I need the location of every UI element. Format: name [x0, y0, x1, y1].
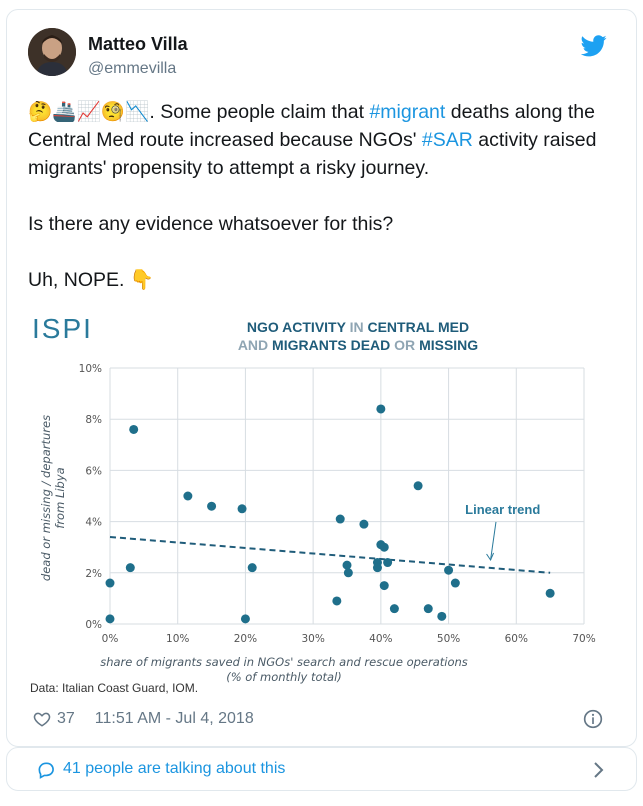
- pointing-down-emoji: 👇: [129, 268, 155, 291]
- annotation-arrow: [490, 521, 497, 561]
- y-tick-label: 10%: [79, 363, 102, 375]
- y-tick-label: 6%: [85, 465, 102, 477]
- data-point: [343, 568, 353, 578]
- ispi-logo: ISPI: [32, 313, 93, 344]
- annotation-arrowhead: [486, 552, 495, 562]
- scatter-chart: ISPI NGO ACTIVITY IN CENTRAL MED AND MIG…: [30, 313, 596, 695]
- data-point: [207, 501, 217, 511]
- x-tick-label: 60%: [505, 633, 528, 645]
- data-point: [389, 604, 399, 614]
- data-point: [237, 504, 247, 514]
- text-segment: . Some people claim that: [149, 101, 370, 123]
- hashtag-sar-link[interactable]: #SAR: [421, 129, 473, 151]
- data-point: [240, 614, 250, 624]
- data-point: [129, 424, 139, 434]
- data-point: [372, 563, 382, 573]
- tweet-paragraph-2: Is there any evidence whatsoever for thi…: [28, 213, 394, 235]
- x-tick-label: 20%: [234, 633, 257, 645]
- data-point: [332, 596, 342, 606]
- x-tick-label: 40%: [369, 633, 392, 645]
- heart-icon[interactable]: [33, 710, 51, 728]
- data-point: [183, 491, 193, 501]
- conversation-label: 41 people are talking about this: [63, 760, 286, 777]
- conversation-link[interactable]: 41 people are talking about this: [6, 747, 637, 791]
- tweet-paragraph-1: 🤔🚢📈🧐📉. Some people claim that #migrant d…: [28, 98, 608, 182]
- text-segment: Uh, NOPE.: [28, 269, 130, 291]
- tweet-paragraph-3: Uh, NOPE. 👇: [28, 266, 608, 294]
- y-tick-label: 4%: [85, 517, 102, 529]
- y-axis-label-line-2: from Libya: [53, 467, 67, 528]
- data-point: [105, 578, 115, 588]
- tweet-timestamp[interactable]: 11:51 AM - Jul 4, 2018: [94, 710, 254, 727]
- hashtag-migrant-link[interactable]: #migrant: [369, 101, 446, 123]
- avatar[interactable]: [28, 28, 76, 76]
- tweet-meta: 37 11:51 AM - Jul 4, 2018: [33, 710, 254, 728]
- x-tick-label: 0%: [102, 633, 119, 645]
- chart-title-line-1: NGO ACTIVITY IN CENTRAL MED: [247, 319, 469, 335]
- trend-line: [109, 535, 551, 574]
- data-point: [450, 578, 460, 588]
- x-tick-label: 70%: [572, 633, 595, 645]
- data-point: [437, 611, 447, 621]
- data-point: [335, 514, 345, 524]
- author-name[interactable]: Matteo Villa: [88, 34, 188, 54]
- data-point: [379, 581, 389, 591]
- trend-annotation: Linear trend: [465, 502, 540, 517]
- data-point: [379, 542, 389, 552]
- x-axis-label-line-2: (% of monthly total): [226, 670, 342, 684]
- y-axis-label-line-1: dead or missing / departures: [39, 415, 53, 581]
- x-axis-label-line-1: share of migrants saved in NGOs' search …: [100, 655, 468, 669]
- comment-bubble-icon: [38, 762, 54, 779]
- x-tick-label: 30%: [301, 633, 324, 645]
- data-point: [247, 563, 257, 573]
- data-point: [359, 519, 369, 529]
- avatar-image: [28, 28, 76, 76]
- x-tick-label: 10%: [166, 633, 189, 645]
- info-icon[interactable]: [583, 709, 603, 729]
- tweet-text: 🤔🚢📈🧐📉. Some people claim that #migrant d…: [28, 98, 608, 294]
- data-point: [376, 404, 386, 414]
- text-segment: activity raised migrants' propensity to …: [28, 129, 597, 179]
- x-tick-label: 50%: [437, 633, 460, 645]
- data-point: [444, 565, 454, 575]
- data-point: [423, 604, 433, 614]
- text-segment: deaths along the Central Med route incre…: [28, 101, 595, 151]
- like-count: 37: [57, 710, 75, 727]
- data-point: [125, 563, 135, 573]
- y-tick-label: 2%: [85, 568, 102, 580]
- chart-title-line-2: AND MIGRANTS DEAD OR MISSING: [238, 337, 478, 353]
- plot-area: 0% 2% 4% 6% 8% 10% 0% 10% 20% 30% 40% 50% 60% 70% Line…: [79, 363, 596, 645]
- source-note: Data: Italian Coast Guard, IOM.: [30, 681, 198, 695]
- data-point: [413, 481, 423, 491]
- emoji-sequence: 🤔🚢📈🧐📉: [28, 100, 150, 123]
- chevron-right-icon: [594, 762, 604, 778]
- twitter-bird-icon[interactable]: [581, 35, 607, 57]
- data-point: [105, 614, 115, 624]
- data-point: [545, 588, 555, 598]
- y-tick-label: 8%: [85, 414, 102, 426]
- tweet-image[interactable]: ISPI NGO ACTIVITY IN CENTRAL MED AND MIG…: [28, 308, 612, 700]
- data-point: [342, 560, 352, 570]
- data-point: [383, 558, 393, 568]
- y-tick-label: 0%: [85, 619, 102, 631]
- author-handle[interactable]: @emmevilla: [88, 60, 177, 77]
